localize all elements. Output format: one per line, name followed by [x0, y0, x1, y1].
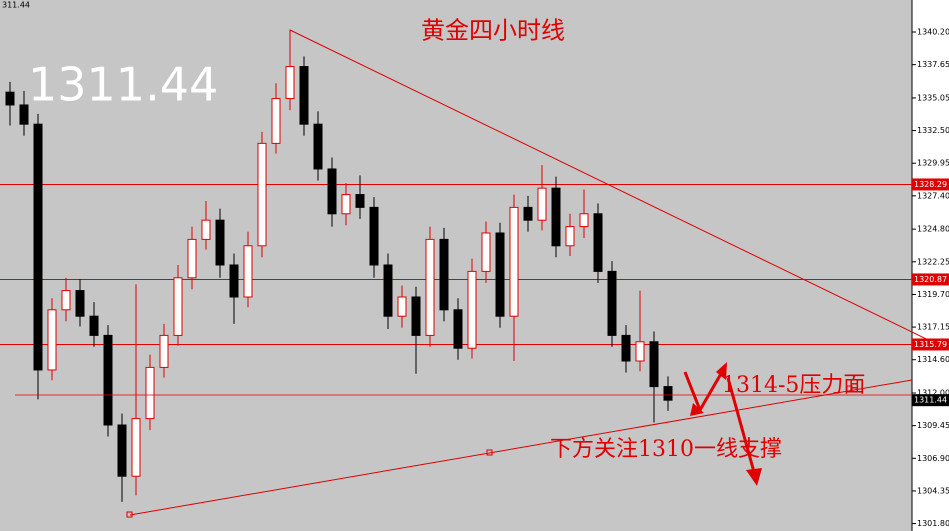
y-tick-label: 1309.45 [917, 421, 949, 430]
candle-body [607, 270, 617, 336]
candle-body [425, 238, 435, 336]
y-tick-label: 1324.80 [917, 225, 949, 234]
candle-body [453, 309, 463, 349]
candle-body [495, 232, 505, 317]
annotation: 1314-5压力面 [722, 373, 865, 398]
candle-body [257, 142, 267, 247]
candle-body [243, 245, 253, 298]
candle-body [5, 91, 15, 106]
anchor [486, 449, 493, 456]
candle-body [285, 66, 295, 100]
level-label: 1320.87 [914, 275, 947, 284]
candle-body [215, 219, 225, 266]
anchor [126, 511, 133, 518]
level-box [912, 273, 949, 286]
candle-body [145, 366, 155, 420]
y-tick-label: 1340.20 [917, 28, 949, 37]
y-tick-label: 1329.95 [917, 159, 949, 168]
current-label: 1311.44 [914, 396, 947, 405]
y-tick-label: 1322.25 [917, 257, 949, 266]
plot-background [0, 0, 912, 531]
corner-label: 311.44 [2, 1, 30, 10]
candle-body [635, 341, 645, 362]
candle-body [229, 264, 239, 298]
candle-body [439, 238, 449, 311]
y-tick-label: 1327.40 [917, 191, 949, 200]
y-tick-label: 1335.05 [917, 93, 949, 102]
candle-body [299, 66, 309, 125]
candle-body [621, 334, 631, 362]
anchor [846, 385, 853, 392]
y-tick-label: 1306.90 [917, 454, 949, 463]
candle-body [509, 206, 519, 317]
candle-body [467, 270, 477, 349]
candle-body [579, 213, 589, 228]
annotation: 下方关注1310一线支撑 [550, 437, 782, 462]
candle-body [327, 168, 337, 215]
candle-body [565, 226, 575, 247]
candle-body [411, 296, 421, 336]
candle-body [341, 194, 351, 215]
y-tick-label: 1319.70 [917, 290, 949, 299]
candle-body [89, 315, 99, 336]
candle-body [187, 238, 197, 279]
y-tick-label: 1332.50 [917, 126, 949, 135]
level-box [912, 178, 949, 191]
candle-body [551, 187, 561, 247]
candle-body [523, 206, 533, 221]
candle-body [33, 123, 43, 371]
candle-body [649, 341, 659, 388]
arrowhead [690, 403, 704, 416]
candle-body [159, 334, 169, 368]
arrowhead [746, 468, 762, 486]
candle-body [271, 98, 281, 144]
candle-body [593, 213, 603, 272]
candle-body [117, 424, 127, 477]
level-label: 1315.79 [914, 340, 947, 349]
candle-body [481, 232, 491, 272]
candle-body [383, 264, 393, 317]
candle-body [61, 290, 71, 311]
arrowhead [716, 362, 727, 380]
y-tick-label: 1317.15 [917, 323, 949, 332]
y-tick-label: 1314.60 [917, 355, 949, 364]
axis-background [912, 0, 949, 531]
candle-body [19, 104, 29, 125]
candle-body [663, 386, 673, 401]
current-box [912, 394, 949, 407]
y-tick-label: 1337.65 [917, 60, 949, 69]
arrow [726, 377, 756, 473]
price-label: 1311.44 [28, 58, 218, 112]
candle-body [397, 296, 407, 317]
level-box [912, 338, 949, 351]
candle-body [131, 418, 141, 477]
y-tick-label: 1304.35 [917, 486, 949, 495]
chart-title: 黄金四小时线 [421, 17, 565, 45]
candle-body [313, 123, 323, 170]
candle-body [369, 206, 379, 266]
candle-body [537, 187, 547, 221]
candle-body [201, 219, 211, 240]
candle-body [103, 334, 113, 426]
trendline [289, 29, 949, 351]
y-tick-label: 1301.80 [917, 519, 949, 528]
trendline [129, 379, 913, 516]
candle-body [47, 309, 57, 371]
y-tick-label: 1312.00 [917, 389, 949, 398]
level-label: 1328.29 [914, 180, 947, 189]
candle-body [355, 194, 365, 208]
candle-body [173, 277, 183, 336]
candle-body [75, 290, 85, 317]
